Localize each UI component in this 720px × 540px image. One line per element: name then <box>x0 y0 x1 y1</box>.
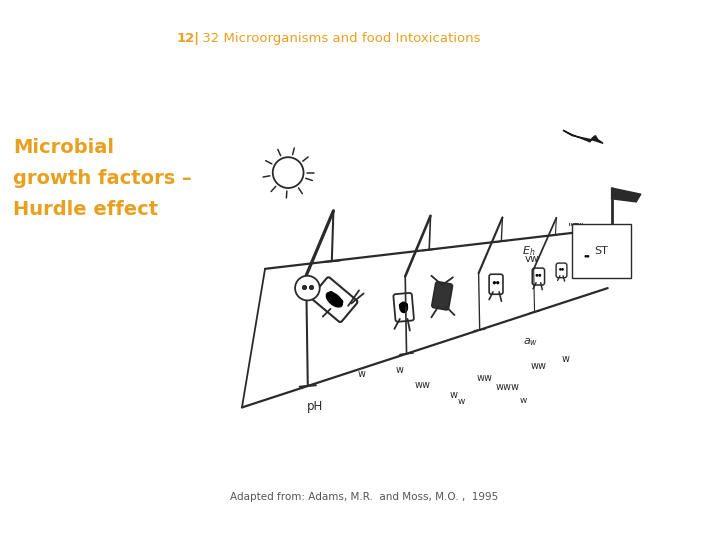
Polygon shape <box>563 130 603 143</box>
Circle shape <box>585 256 586 257</box>
Text: ww: ww <box>415 381 431 390</box>
FancyBboxPatch shape <box>556 263 567 278</box>
Polygon shape <box>611 188 641 202</box>
Text: w: w <box>458 397 465 407</box>
Text: w: w <box>357 369 365 379</box>
Text: growth factors –: growth factors – <box>13 169 192 188</box>
Text: $a_w$: $a_w$ <box>523 336 538 348</box>
Text: www: www <box>495 382 520 392</box>
Circle shape <box>405 303 408 306</box>
FancyBboxPatch shape <box>393 293 414 322</box>
Text: ww: ww <box>531 361 546 372</box>
Text: "T": "T" <box>568 222 584 233</box>
Text: Hurdle effect: Hurdle effect <box>13 200 158 219</box>
Circle shape <box>559 269 561 270</box>
Ellipse shape <box>400 302 408 313</box>
Circle shape <box>588 256 589 257</box>
Text: ST: ST <box>595 246 608 256</box>
FancyBboxPatch shape <box>489 274 503 294</box>
FancyBboxPatch shape <box>532 268 544 285</box>
Circle shape <box>329 292 333 296</box>
Ellipse shape <box>326 292 343 307</box>
FancyBboxPatch shape <box>311 277 358 322</box>
Text: Adapted from: Adams, M.R.  and Moss, M.O. ,  1995: Adapted from: Adams, M.R. and Moss, M.O.… <box>230 492 499 503</box>
Text: pH: pH <box>307 400 323 413</box>
Circle shape <box>338 300 343 304</box>
FancyBboxPatch shape <box>432 282 452 310</box>
Text: vw: vw <box>525 254 539 264</box>
Text: w: w <box>562 354 570 363</box>
Circle shape <box>400 304 402 307</box>
Text: w: w <box>519 396 527 405</box>
Circle shape <box>273 157 304 188</box>
Text: w: w <box>396 365 404 375</box>
Text: ww: ww <box>477 373 492 383</box>
Circle shape <box>539 274 541 276</box>
Circle shape <box>493 282 495 284</box>
Text: 32 Microorganisms and food Intoxications: 32 Microorganisms and food Intoxications <box>198 32 480 45</box>
Circle shape <box>295 276 320 300</box>
FancyBboxPatch shape <box>582 250 593 265</box>
Circle shape <box>562 269 563 270</box>
Circle shape <box>536 274 538 276</box>
Text: 12|: 12| <box>176 32 199 45</box>
Text: Microbial: Microbial <box>13 138 114 157</box>
Circle shape <box>497 282 499 284</box>
Text: $E_h$: $E_h$ <box>522 244 536 258</box>
Text: w: w <box>450 390 458 400</box>
